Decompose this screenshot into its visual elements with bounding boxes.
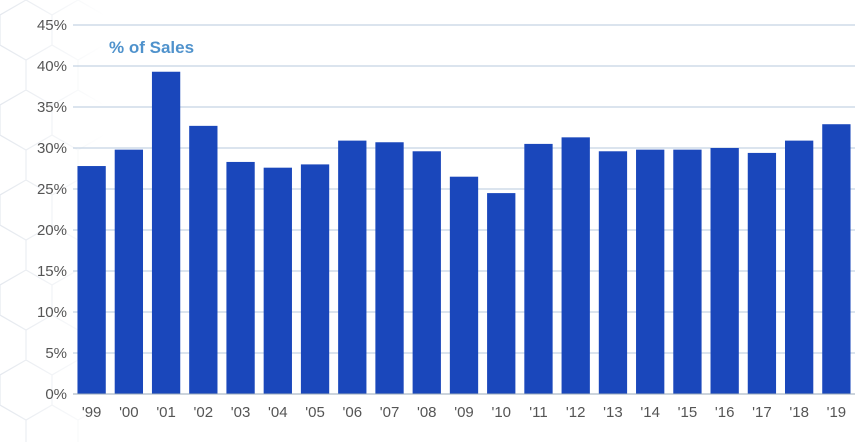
y-tick-label: 40% xyxy=(37,58,67,75)
bar xyxy=(673,149,702,394)
bars xyxy=(77,71,851,395)
x-tick-label: '07 xyxy=(380,404,400,421)
x-tick-label: '15 xyxy=(678,404,698,421)
bar xyxy=(784,140,814,394)
bar xyxy=(822,124,851,394)
bar xyxy=(300,164,330,394)
bar xyxy=(412,151,441,394)
x-tick-label: '18 xyxy=(789,404,809,421)
x-tick-label: '04 xyxy=(268,404,288,421)
y-tick-label: 0% xyxy=(45,386,67,403)
x-tick-label: '06 xyxy=(343,404,363,421)
x-tick-label: '14 xyxy=(640,404,660,421)
bar xyxy=(598,151,628,394)
chart-title: % of Sales xyxy=(109,38,194,57)
x-axis-tick-labels: '99 '00 '01 '02 '03 '04 '05 '06 '07 '08 '09 '10 '11 '… xyxy=(82,404,846,421)
x-tick-label: '01 xyxy=(156,404,176,421)
x-tick-label: '02 xyxy=(194,404,214,421)
bar xyxy=(189,125,218,395)
y-tick-label: 25% xyxy=(37,181,67,198)
bar xyxy=(375,142,404,394)
y-tick-label: 45% xyxy=(37,17,67,34)
bar xyxy=(487,193,516,394)
bar xyxy=(77,166,106,394)
x-tick-label: '16 xyxy=(715,404,735,421)
bar xyxy=(524,143,553,394)
x-tick-label: '11 xyxy=(529,404,547,421)
x-tick-label: '08 xyxy=(417,404,437,421)
x-tick-label: '00 xyxy=(119,404,139,421)
x-tick-label: '10 xyxy=(491,404,511,421)
bar xyxy=(338,140,367,394)
x-tick-label: '03 xyxy=(231,404,251,421)
y-axis-tick-labels: 0% 5% 10% 15% 20% 25% 30% 35% 40% 45% xyxy=(37,17,67,403)
x-tick-label: '13 xyxy=(603,404,623,421)
bar xyxy=(449,176,479,394)
y-tick-label: 5% xyxy=(45,345,67,362)
bar xyxy=(561,137,590,394)
y-tick-label: 10% xyxy=(37,304,67,321)
x-tick-label: '12 xyxy=(566,404,586,421)
y-tick-label: 15% xyxy=(37,263,67,280)
x-tick-label: '19 xyxy=(827,404,847,421)
bar xyxy=(636,149,665,394)
bar xyxy=(114,149,144,394)
bar xyxy=(710,148,739,394)
y-tick-label: 30% xyxy=(37,140,67,157)
x-tick-label: '99 xyxy=(82,404,102,421)
x-tick-label: '09 xyxy=(454,404,474,421)
y-tick-label: 20% xyxy=(37,222,67,239)
bar xyxy=(747,152,777,394)
bar xyxy=(263,167,292,394)
bar xyxy=(226,161,255,394)
x-tick-label: '05 xyxy=(305,404,325,421)
y-tick-label: 35% xyxy=(37,99,67,116)
x-tick-label: '17 xyxy=(752,404,772,421)
bar xyxy=(151,71,181,395)
